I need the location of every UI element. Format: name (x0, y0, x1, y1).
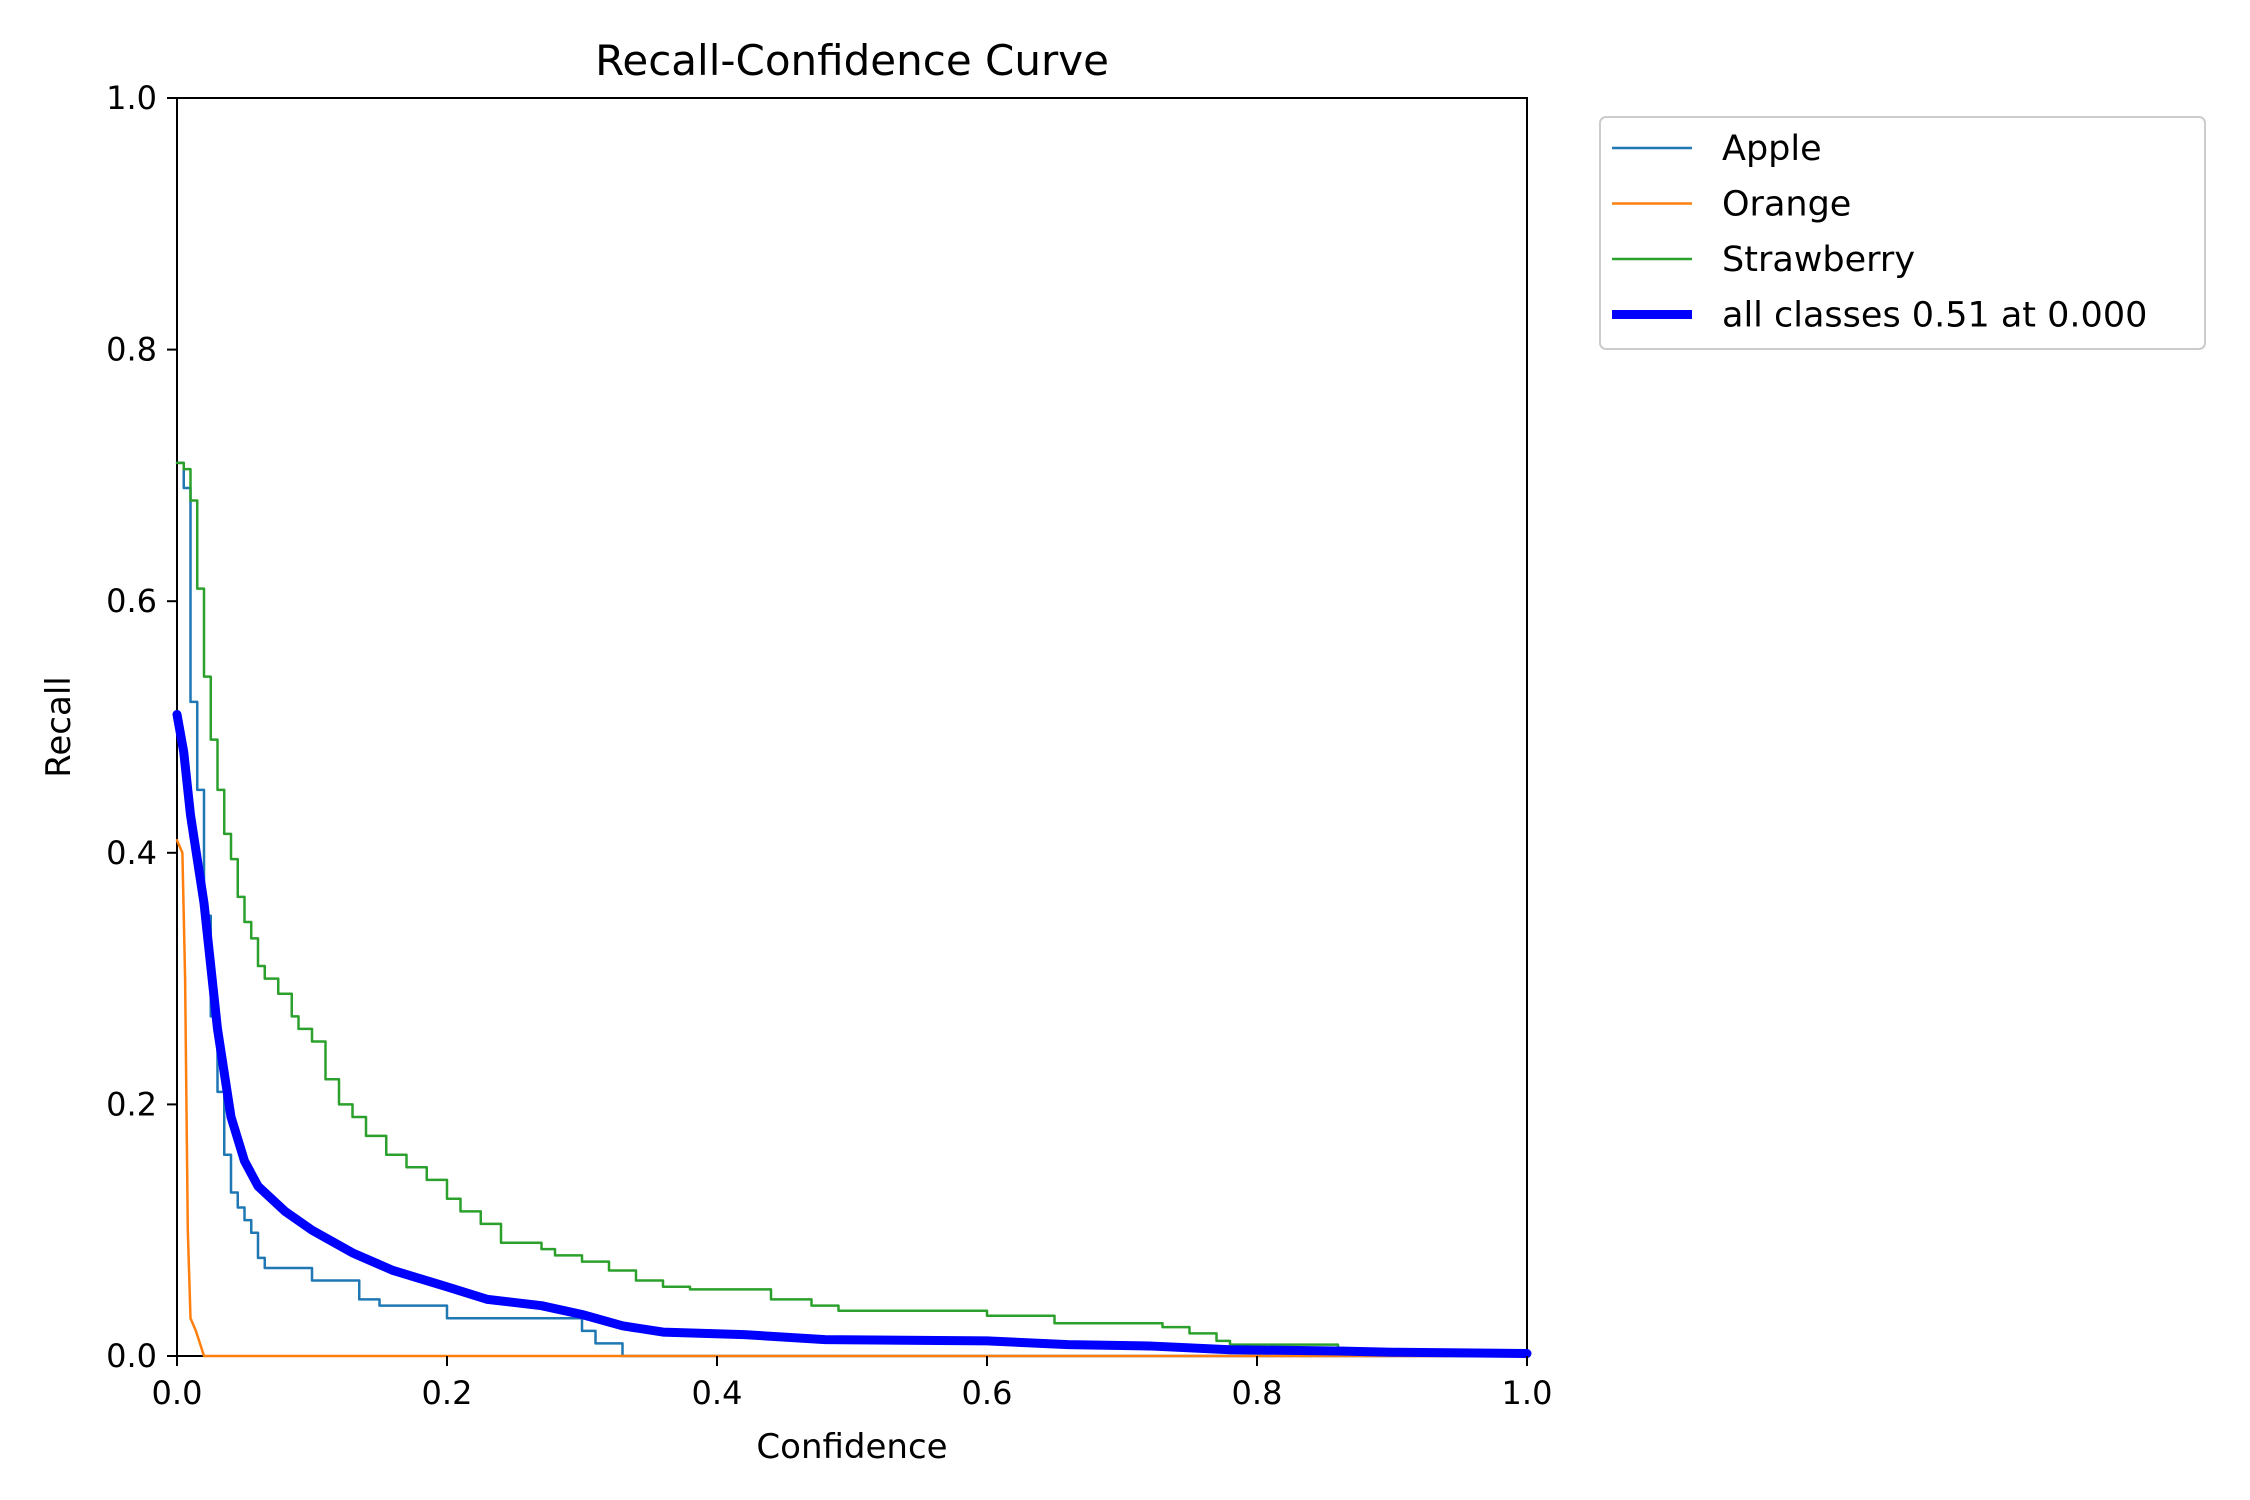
chart-title: Recall-Confidence Curve (595, 36, 1109, 85)
x-tick-label: 0.8 (1232, 1374, 1283, 1412)
legend: Apple Orange Strawberry all classes 0.51 at… (1599, 116, 2206, 350)
x-tick-label: 0.6 (962, 1374, 1013, 1412)
x-axis-label: Confidence (756, 1427, 947, 1467)
x-tick-label: 0.4 (692, 1374, 743, 1412)
y-tick-label: 0.0 (106, 1337, 157, 1375)
y-tick-label: 0.2 (106, 1085, 157, 1123)
axes-frame (176, 97, 1528, 1357)
legend-label: Apple (1722, 129, 1822, 169)
y-tick-label: 0.4 (106, 834, 157, 872)
series-line-1 (175, 838, 1529, 1358)
y-axis-label: Recall (39, 676, 79, 777)
x-axis-ticks: 0.0 0.2 0.4 0.6 0.8 1.0 (152, 1356, 1553, 1412)
legend-label: all classes 0.51 at 0.000 (1722, 296, 2147, 336)
series-layer (172, 461, 1532, 1358)
plot-area (172, 97, 1532, 1358)
legend-box (1599, 116, 2206, 350)
series-line-3 (172, 709, 1532, 1358)
y-tick-label: 0.8 (106, 331, 157, 369)
x-tick-label: 0.0 (152, 1374, 203, 1412)
y-axis-ticks: 0.0 0.2 0.4 0.6 0.8 1.0 (106, 79, 177, 1375)
legend-label: Orange (1722, 185, 1851, 225)
y-tick-label: 1.0 (106, 79, 157, 117)
series-line-2 (175, 461, 1529, 1355)
x-tick-label: 0.2 (422, 1374, 473, 1412)
x-tick-label: 1.0 (1502, 1374, 1553, 1412)
legend-label: Strawberry (1722, 240, 1915, 280)
y-tick-label: 0.6 (106, 582, 157, 620)
